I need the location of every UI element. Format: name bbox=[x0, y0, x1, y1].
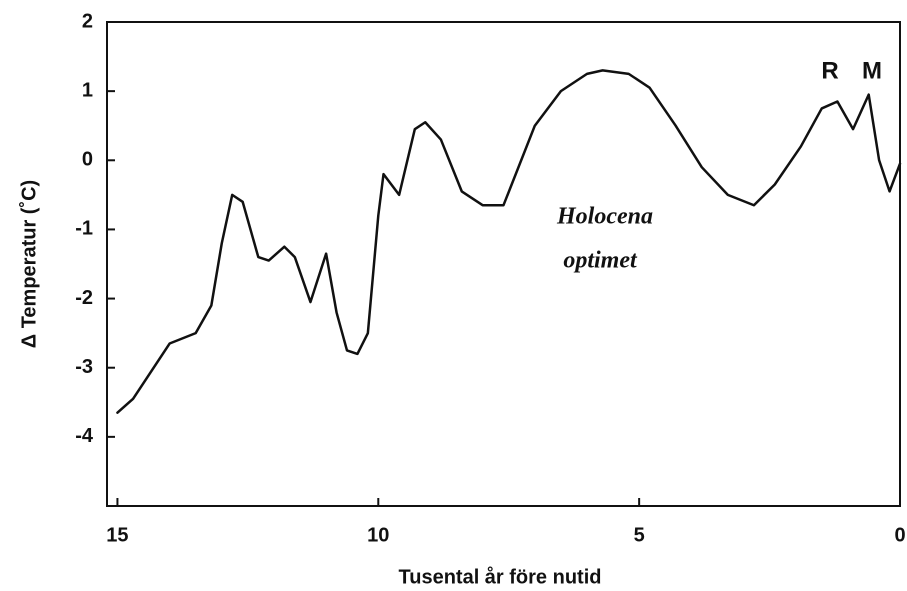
plot-frame bbox=[106, 21, 901, 507]
annotation: R bbox=[821, 57, 838, 84]
x-axis-label: Tusental år före nutid bbox=[399, 565, 602, 588]
y-tick-label: -2 bbox=[75, 287, 93, 309]
y-axis-label: Δ Temperatur (˚C) bbox=[17, 180, 40, 348]
temperature-line bbox=[116, 69, 902, 414]
annotation: M bbox=[862, 57, 882, 84]
annotation: Holocena bbox=[556, 204, 653, 230]
x-tick-label: 5 bbox=[634, 524, 645, 546]
y-tick-label: -1 bbox=[75, 218, 93, 240]
x-tick-label: 0 bbox=[894, 524, 905, 546]
y-tick-label: -4 bbox=[75, 425, 94, 447]
y-tick-label: -3 bbox=[75, 356, 93, 378]
y-tick-label: 0 bbox=[82, 149, 93, 171]
x-tick-label: 15 bbox=[106, 524, 128, 546]
y-tick-label: 2 bbox=[82, 10, 93, 32]
x-tick-label: 10 bbox=[367, 524, 389, 546]
annotation: optimet bbox=[563, 248, 638, 274]
y-tick-label: 1 bbox=[82, 79, 93, 101]
